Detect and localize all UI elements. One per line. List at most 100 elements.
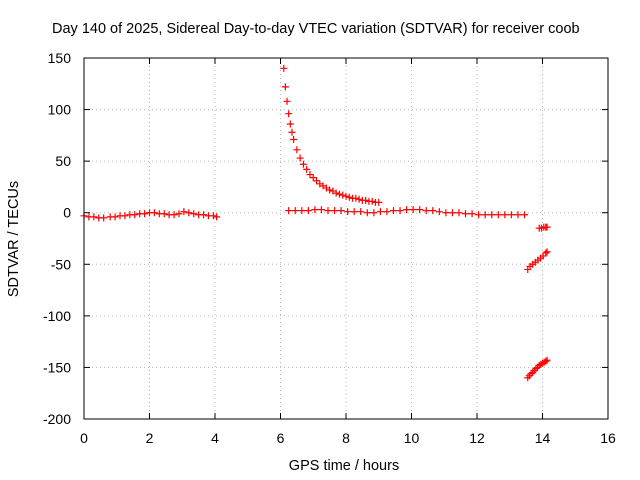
data-point: [429, 207, 437, 215]
data-point: [543, 223, 551, 231]
data-point: [409, 206, 417, 214]
data-point: [121, 212, 129, 220]
data-point: [150, 209, 158, 217]
data-point: [375, 198, 383, 206]
series-2: [280, 64, 383, 206]
series-5: [524, 248, 551, 273]
data-point: [337, 207, 345, 215]
data-point: [190, 210, 198, 218]
data-point: [280, 64, 288, 72]
data-point: [283, 97, 291, 105]
data-point: [543, 356, 551, 364]
data-point: [542, 357, 550, 365]
data-point: [532, 364, 540, 372]
data-point: [288, 128, 296, 136]
data-point: [209, 212, 217, 220]
data-point: [131, 211, 139, 219]
data-point: [355, 195, 363, 203]
y-tick-label: 150: [48, 50, 72, 66]
x-tick-label: 0: [80, 430, 88, 446]
data-point: [291, 207, 299, 215]
data-point: [175, 210, 183, 218]
data-point: [90, 213, 98, 221]
data-point: [403, 206, 411, 214]
y-tick-label: 50: [55, 153, 71, 169]
data-point: [285, 110, 293, 118]
data-point: [462, 210, 470, 218]
x-tick-label: 6: [277, 430, 285, 446]
data-point: [281, 83, 289, 91]
data-point: [313, 177, 321, 185]
series-4: [535, 223, 551, 232]
axis-ticks: 0 2 4 6 8 10 12 14 16 150 100 50 0 -50 -100 -150 -200: [43, 50, 616, 446]
data-point: [396, 207, 404, 215]
data-point: [514, 211, 522, 219]
grid: [84, 58, 608, 419]
data-point: [286, 120, 294, 128]
data-point: [501, 211, 509, 219]
data-point: [285, 207, 293, 215]
data-point: [520, 211, 528, 219]
series-6: [524, 356, 551, 382]
data-point: [293, 146, 301, 154]
y-axis-label: SDTVAR / TECUs: [6, 181, 22, 297]
data-point: [311, 206, 319, 214]
data-point: [362, 196, 370, 204]
data-point: [383, 208, 391, 216]
data-point: [324, 207, 332, 215]
data-point: [170, 211, 178, 219]
data-point: [200, 211, 208, 219]
data-point: [180, 208, 188, 216]
data-point: [299, 160, 307, 168]
x-tick-label: 10: [404, 430, 420, 446]
data-point: [344, 208, 352, 216]
data-point: [332, 189, 340, 197]
data-point: [303, 165, 311, 173]
y-tick-label: 0: [63, 205, 71, 221]
data-point: [357, 208, 365, 216]
data-point: [494, 211, 502, 219]
data-point: [507, 211, 515, 219]
data-point: [331, 207, 339, 215]
data-point: [326, 186, 334, 194]
data-point: [185, 209, 193, 217]
data-point: [309, 174, 317, 182]
data-point: [100, 214, 108, 222]
data-points: [80, 64, 551, 382]
data-point: [389, 207, 397, 215]
series-3: [285, 206, 528, 219]
data-point: [468, 210, 476, 218]
y-tick-label: -50: [51, 256, 71, 272]
y-tick-label: -100: [43, 308, 71, 324]
data-point: [352, 194, 360, 202]
data-point: [527, 370, 535, 378]
data-point: [455, 209, 463, 217]
data-point: [488, 211, 496, 219]
data-point: [160, 210, 168, 218]
data-point: [304, 207, 312, 215]
data-point: [298, 207, 306, 215]
x-tick-label: 16: [600, 430, 616, 446]
y-tick-label: -200: [43, 411, 71, 427]
data-point: [111, 213, 119, 221]
data-point: [342, 192, 350, 200]
data-point: [296, 154, 304, 162]
data-point: [141, 210, 149, 218]
data-point: [481, 211, 489, 219]
data-point: [317, 206, 325, 214]
series-1: [80, 208, 221, 222]
data-point: [213, 213, 221, 221]
data-point: [345, 193, 353, 201]
data-point: [475, 211, 483, 219]
plot-frame: [83, 57, 609, 420]
data-point: [350, 208, 358, 216]
data-point: [442, 209, 450, 217]
chart-title: Day 140 of 2025, Sidereal Day-to-day VTE…: [52, 21, 580, 37]
data-point: [448, 209, 456, 217]
x-axis-label: GPS time / hours: [289, 458, 399, 474]
x-tick-label: 4: [211, 430, 219, 446]
data-point: [542, 249, 550, 257]
data-point: [376, 208, 384, 216]
data-point: [363, 209, 371, 217]
